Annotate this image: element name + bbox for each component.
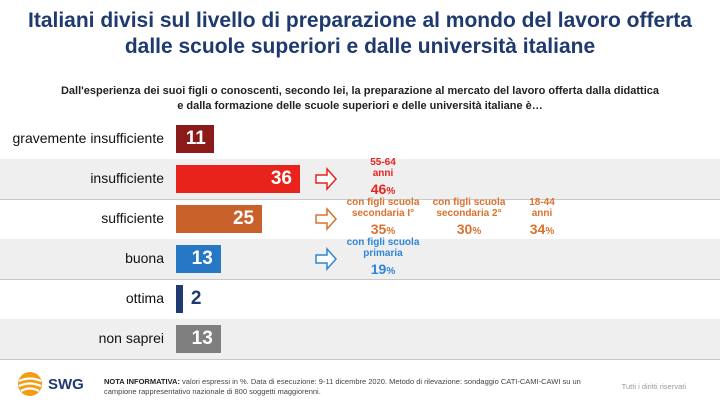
segment-annotation: con figli scuola secondaria I° 35% bbox=[331, 197, 435, 242]
title-line-2: dalle scuole superiori e dalle universit… bbox=[124, 35, 596, 58]
subtitle-line-2: e dalla formazione delle scuole superior… bbox=[177, 100, 543, 112]
category-label: buona bbox=[125, 250, 164, 266]
annotation-label: con figli scuola bbox=[346, 197, 420, 208]
footer-note-text: valori espressi in %. Data di esecuzione… bbox=[104, 377, 581, 396]
category-label: insufficiente bbox=[90, 170, 164, 186]
segment-annotation: con figli scuola primaria 19% bbox=[331, 237, 435, 282]
chart-title: Italiani divisi sul livello di preparazi… bbox=[0, 8, 720, 60]
row-band bbox=[0, 319, 720, 359]
annotation-label: secondaria I° bbox=[351, 208, 415, 219]
title-line-1: Italiani divisi sul livello di preparazi… bbox=[28, 9, 692, 32]
category-label: gravemente insufficiente bbox=[12, 130, 165, 146]
logo-text: SWG bbox=[48, 375, 84, 393]
annotation-label: anni bbox=[531, 208, 553, 219]
right-arrow-icon bbox=[315, 167, 338, 191]
row-band bbox=[0, 159, 720, 199]
annotation-label: primaria bbox=[363, 248, 403, 259]
category-label: non saprei bbox=[98, 330, 164, 346]
annotation-label: con figli scuola bbox=[346, 237, 420, 248]
bar: 25 bbox=[176, 205, 263, 233]
segment-annotation: 55-64 anni 46% bbox=[331, 157, 435, 202]
category-label: ottima bbox=[125, 290, 164, 306]
annotation-label: secondaria 2° bbox=[436, 208, 502, 219]
annotation-label: con figli scuola bbox=[432, 197, 506, 208]
segment-annotation: 18-44 anni 34% bbox=[490, 197, 594, 242]
bar-value-label: 36 bbox=[270, 168, 292, 189]
footer-note: NOTA INFORMATIVA: valori espressi in %. … bbox=[104, 377, 604, 397]
right-arrow-icon bbox=[315, 247, 338, 271]
bar: 13 bbox=[176, 245, 221, 273]
swg-globe-icon bbox=[18, 372, 42, 396]
category-label: sufficiente bbox=[101, 210, 164, 226]
row-divider bbox=[0, 199, 720, 200]
bar-value-label: 13 bbox=[191, 248, 213, 269]
annotation-value: 46% bbox=[370, 181, 396, 197]
row-divider bbox=[0, 279, 720, 280]
bar-value-label: 2 bbox=[190, 288, 202, 309]
row-divider bbox=[0, 359, 720, 360]
right-arrow-icon bbox=[315, 207, 338, 231]
footer-note-label: NOTA INFORMATIVA: bbox=[104, 377, 180, 386]
bar-value-label: 13 bbox=[191, 328, 213, 349]
bar-value-label: 25 bbox=[232, 208, 255, 229]
bar bbox=[176, 285, 183, 313]
annotation-label: 18-44 bbox=[529, 197, 555, 208]
segment-annotation: con figli scuola secondaria 2° 30% bbox=[417, 197, 521, 242]
rights-text: Tutti i diritti riservati bbox=[621, 382, 686, 391]
annotation-label: anni bbox=[372, 168, 394, 179]
annotation-value: 34% bbox=[529, 221, 555, 237]
row-band bbox=[0, 239, 720, 279]
bar: 36 bbox=[176, 165, 300, 193]
swg-logo: SWG bbox=[16, 370, 84, 398]
annotation-label: 55-64 bbox=[370, 157, 396, 168]
bar: 11 bbox=[176, 125, 214, 153]
annotation-value: 19% bbox=[370, 261, 396, 277]
annotation-value: 35% bbox=[370, 221, 396, 237]
annotation-value: 30% bbox=[456, 221, 482, 237]
bar-value-label: 11 bbox=[185, 128, 206, 149]
bar: 13 bbox=[176, 325, 221, 353]
subtitle-line-1: Dall'esperienza dei suoi figli o conosce… bbox=[60, 85, 659, 97]
chart-subtitle: Dall'esperienza dei suoi figli o conosce… bbox=[0, 84, 720, 114]
